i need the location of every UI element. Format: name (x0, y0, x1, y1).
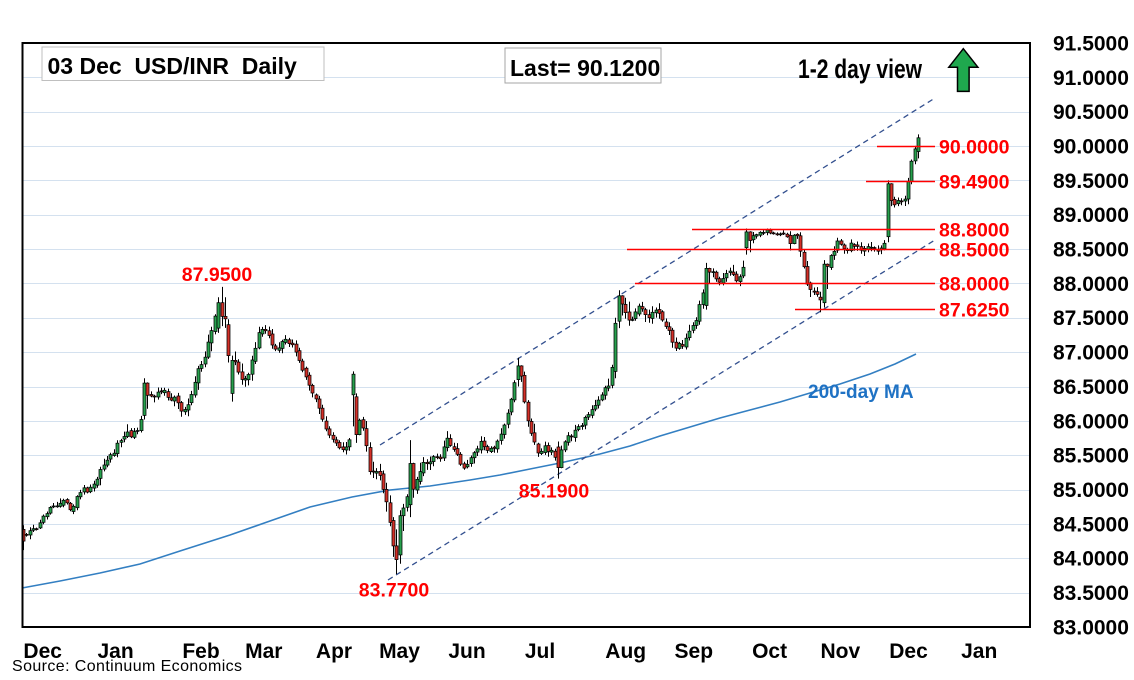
svg-text:Dec: Dec (889, 640, 928, 663)
svg-text:83.5000: 83.5000 (1053, 582, 1129, 605)
svg-text:88.0000: 88.0000 (939, 273, 1010, 295)
svg-text:87.5000: 87.5000 (1053, 307, 1129, 330)
svg-text:Jun: Jun (448, 640, 485, 663)
svg-text:89.0000: 89.0000 (1053, 204, 1129, 227)
svg-text:91.5000: 91.5000 (1053, 32, 1129, 55)
svg-text:Nov: Nov (820, 640, 860, 663)
svg-text:Jul: Jul (525, 640, 555, 663)
svg-text:1-2 day view: 1-2 day view (798, 55, 922, 85)
svg-text:85.0000: 85.0000 (1053, 479, 1129, 502)
svg-text:Aug: Aug (605, 640, 646, 663)
svg-text:88.8000: 88.8000 (939, 219, 1010, 241)
svg-text:200-day MA: 200-day MA (808, 382, 914, 403)
svg-text:86.5000: 86.5000 (1053, 376, 1129, 399)
svg-text:87.0000: 87.0000 (1053, 342, 1129, 365)
svg-text:84.0000: 84.0000 (1053, 548, 1129, 571)
svg-text:Apr: Apr (316, 640, 352, 663)
svg-text:86.0000: 86.0000 (1053, 410, 1129, 433)
svg-text:88.5000: 88.5000 (939, 239, 1010, 261)
svg-text:87.6250: 87.6250 (939, 299, 1010, 321)
svg-text:Feb: Feb (182, 640, 219, 663)
svg-text:88.0000: 88.0000 (1053, 273, 1129, 296)
svg-text:Oct: Oct (752, 640, 787, 663)
svg-text:90.0000: 90.0000 (939, 136, 1010, 158)
svg-text:84.5000: 84.5000 (1053, 513, 1129, 536)
svg-text:91.0000: 91.0000 (1053, 67, 1129, 90)
svg-text:Dec: Dec (23, 640, 62, 663)
svg-text:85.5000: 85.5000 (1053, 445, 1129, 468)
svg-text:85.1900: 85.1900 (519, 481, 590, 503)
svg-text:89.5000: 89.5000 (1053, 170, 1129, 193)
svg-text:Source: Continuum Economics: Source: Continuum Economics (12, 658, 242, 675)
svg-text:88.5000: 88.5000 (1053, 239, 1129, 262)
svg-text:May: May (379, 640, 420, 663)
svg-text:90.5000: 90.5000 (1053, 101, 1129, 124)
svg-text:90.0000: 90.0000 (1053, 136, 1129, 159)
svg-text:Last= 90.1200: Last= 90.1200 (510, 55, 660, 81)
svg-text:89.4900: 89.4900 (939, 171, 1010, 193)
svg-text:Jan: Jan (98, 640, 134, 663)
svg-text:83.0000: 83.0000 (1053, 616, 1129, 639)
svg-text:83.7700: 83.7700 (359, 580, 430, 602)
svg-text:03 Dec USD/INR Daily: 03 Dec USD/INR Daily (48, 53, 297, 79)
svg-text:Jan: Jan (961, 640, 997, 663)
svg-text:Sep: Sep (675, 640, 714, 663)
svg-text:Mar: Mar (245, 640, 282, 663)
svg-text:87.9500: 87.9500 (182, 264, 253, 286)
